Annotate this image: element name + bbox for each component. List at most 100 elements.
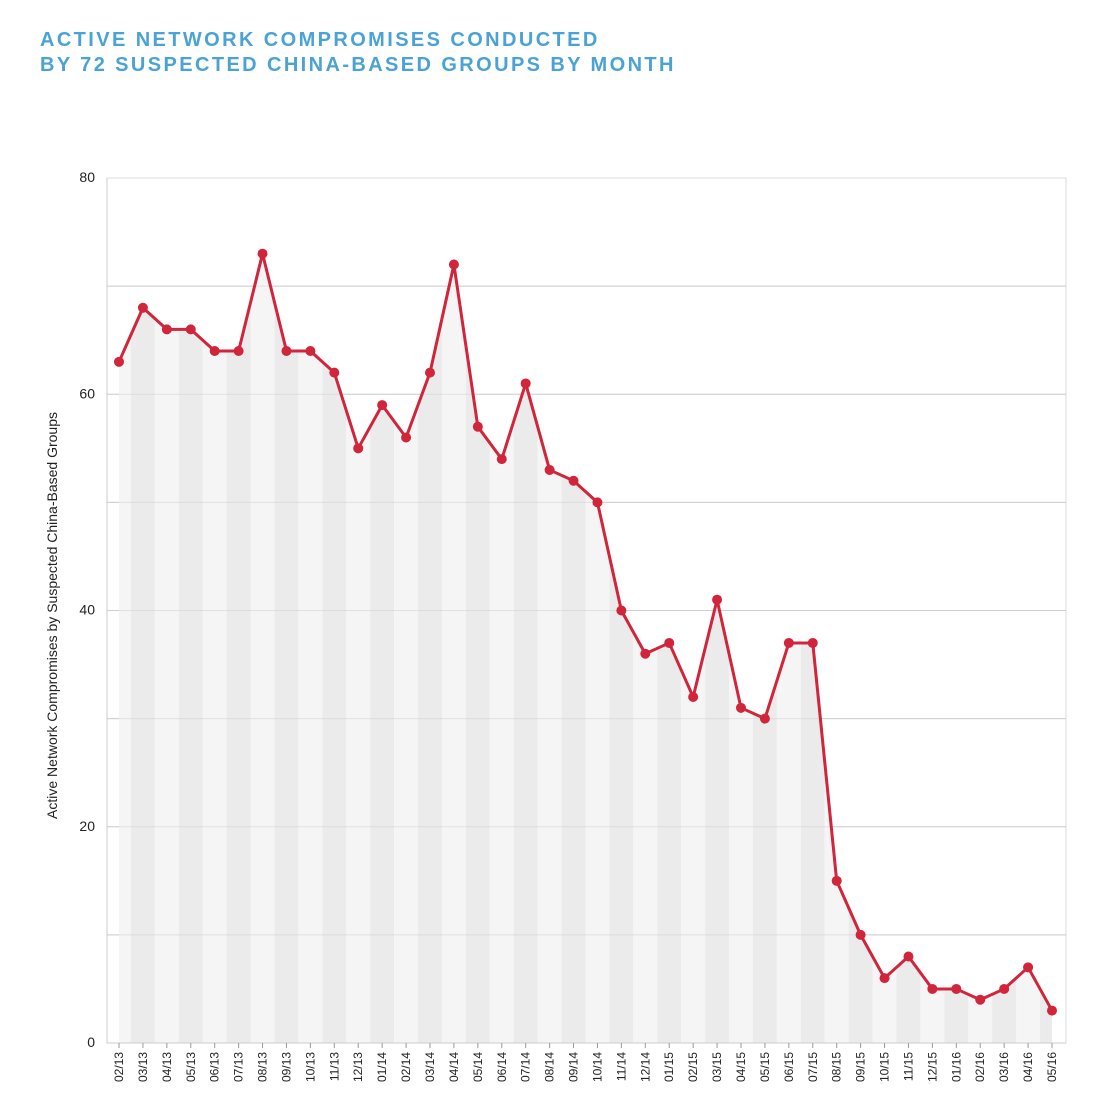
data-point — [759, 713, 770, 724]
x-tick-label: 02/15 — [686, 1052, 700, 1082]
area-band — [681, 648, 706, 1043]
data-point — [161, 324, 172, 335]
x-tick-label: 04/14 — [447, 1052, 461, 1082]
x-tick-label: 08/15 — [830, 1052, 844, 1082]
area-band — [872, 956, 897, 1043]
data-point — [425, 367, 435, 378]
data-point — [831, 875, 842, 886]
x-tick-label: 11/14 — [614, 1052, 628, 1081]
area-band — [250, 253, 275, 1043]
x-tick-label: 09/13 — [279, 1052, 293, 1082]
data-point — [209, 346, 220, 356]
data-point — [616, 605, 627, 616]
data-point — [353, 443, 364, 454]
x-tick-label: 07/13 — [232, 1052, 246, 1082]
data-point — [927, 983, 938, 994]
area-band — [346, 410, 371, 1043]
y-tick-label: 40 — [79, 602, 95, 618]
data-point — [544, 464, 555, 475]
y-axis-title: Active Network Compromises by Suspected … — [44, 412, 60, 819]
data-point — [1047, 1005, 1057, 1016]
data-point — [999, 983, 1010, 994]
x-tick-label: 06/13 — [208, 1052, 222, 1082]
area-band — [968, 994, 993, 1043]
grid-lines-overlay — [107, 285, 1066, 936]
data-point — [1023, 962, 1034, 973]
x-tick-label: 08/13 — [256, 1052, 270, 1082]
y-tick-label: 0 — [87, 1034, 95, 1050]
x-tick-label: 10/15 — [878, 1052, 892, 1082]
x-tick-label: 03/14 — [423, 1052, 437, 1082]
x-tick-label: 06/14 — [495, 1052, 509, 1082]
x-tick-label: 03/15 — [710, 1052, 724, 1082]
data-point — [185, 324, 196, 335]
data-point — [496, 454, 507, 465]
area-band — [226, 302, 251, 1043]
area-band — [465, 345, 490, 1043]
x-axis-ticks: 02/13 03/13 04/13 05/13 06/13 07/13 08/13 09/13… — [112, 1043, 1059, 1082]
data-point — [448, 259, 459, 270]
chart-title-line-1: ACTIVE NETWORK COMPROMISES CONDUCTED — [40, 29, 600, 51]
x-tick-label: 12/15 — [925, 1052, 939, 1082]
y-tick-label: 20 — [79, 818, 95, 834]
area-band — [154, 318, 179, 1043]
x-tick-label: 07/15 — [806, 1052, 820, 1082]
data-point — [903, 951, 914, 962]
area-band — [394, 405, 419, 1043]
data-point — [879, 973, 890, 984]
x-tick-label: 02/16 — [973, 1052, 987, 1082]
area-band — [657, 642, 682, 1043]
area-band — [800, 642, 825, 1043]
data-point — [592, 497, 603, 508]
area-band — [298, 351, 323, 1043]
data-point — [137, 302, 148, 313]
x-tick-label: 02/13 — [112, 1052, 126, 1082]
area-band — [561, 475, 586, 1043]
x-tick-label: 04/16 — [1021, 1052, 1035, 1082]
area-band — [896, 956, 921, 1043]
x-tick-label: 11/13 — [327, 1052, 341, 1081]
data-point — [568, 475, 579, 486]
area-band — [776, 642, 801, 1043]
area-bands — [119, 253, 1052, 1043]
data-point — [951, 983, 962, 994]
area-band — [705, 599, 730, 1043]
area-band — [178, 329, 203, 1043]
area-band — [729, 653, 753, 1043]
data-point — [975, 994, 986, 1005]
x-tick-label: 09/15 — [854, 1052, 868, 1082]
area-band — [633, 632, 658, 1043]
x-tick-label: 12/14 — [638, 1052, 652, 1082]
x-tick-label: 10/13 — [303, 1052, 317, 1082]
area-band — [752, 680, 777, 1043]
data-point — [712, 594, 723, 605]
area-band — [585, 491, 610, 1043]
x-tick-label: 05/13 — [184, 1052, 198, 1082]
data-point — [401, 432, 412, 443]
x-tick-label: 06/15 — [782, 1052, 796, 1082]
area-band — [992, 978, 1017, 1043]
data-point — [233, 346, 244, 356]
area-band — [1016, 967, 1041, 1043]
area-band — [370, 405, 395, 1043]
x-tick-label: 04/13 — [160, 1052, 174, 1082]
series-line — [117, 252, 1054, 1012]
area-band — [1040, 988, 1052, 1043]
data-point — [305, 346, 316, 356]
data-point — [855, 929, 866, 940]
area-band — [119, 334, 131, 1043]
data-point — [257, 248, 268, 259]
x-tick-label: 01/15 — [662, 1052, 676, 1082]
data-point — [783, 637, 794, 648]
x-tick-label: 08/14 — [543, 1052, 557, 1082]
area-band — [130, 307, 155, 1043]
x-tick-label: 10/14 — [590, 1052, 604, 1082]
x-tick-label: 09/14 — [567, 1052, 581, 1082]
x-tick-label: 07/14 — [519, 1052, 533, 1082]
area-band — [513, 383, 538, 1043]
chart-title: ACTIVE NETWORK COMPROMISES CONDUCTED BY … — [40, 28, 940, 78]
area-band — [944, 988, 969, 1043]
x-tick-label: 03/13 — [136, 1052, 150, 1082]
area-band — [322, 361, 347, 1043]
x-tick-label: 02/14 — [399, 1052, 413, 1082]
